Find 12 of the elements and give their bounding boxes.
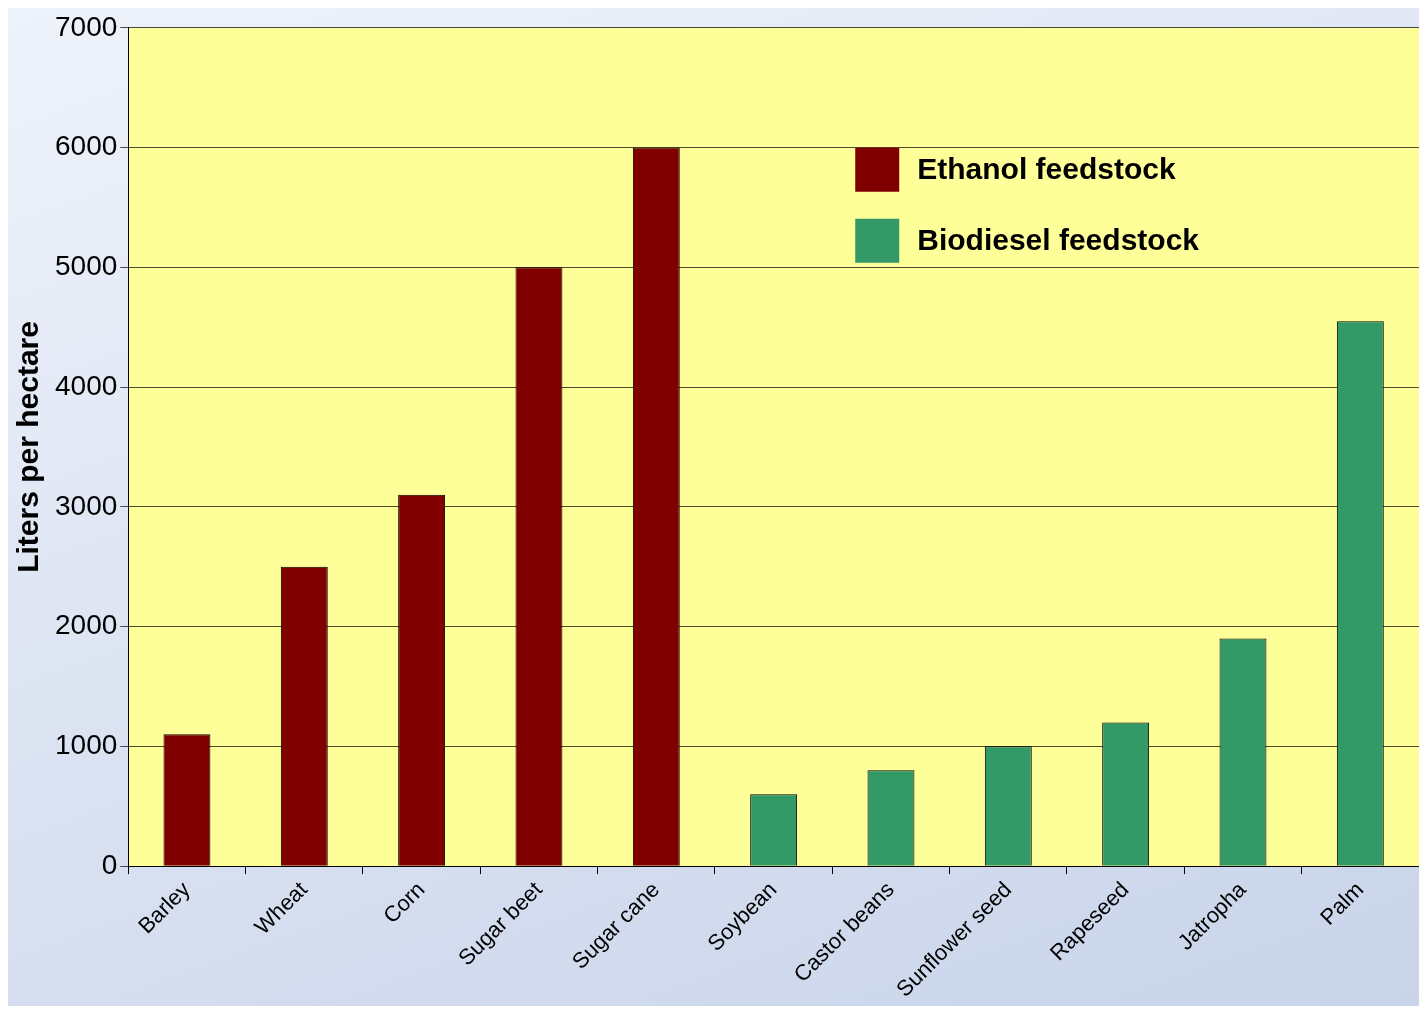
- y-tick-label: 3000: [54, 489, 118, 521]
- y-tick-label: 7000: [54, 10, 118, 42]
- y-tick-label: 1000: [54, 729, 118, 761]
- y-axis-title: Liters per hectare: [11, 321, 45, 573]
- x-tick-label: Corn: [378, 876, 430, 928]
- y-tick-label: 4000: [54, 369, 118, 401]
- y-tick-label: 0: [101, 848, 118, 880]
- y-tick-label: 5000: [54, 250, 118, 282]
- y-tick-label: 2000: [54, 609, 118, 641]
- legend-label: Biodiesel feedstock: [917, 223, 1200, 257]
- y-tick-label: 6000: [54, 130, 118, 162]
- legend-label: Ethanol feedstock: [917, 152, 1176, 186]
